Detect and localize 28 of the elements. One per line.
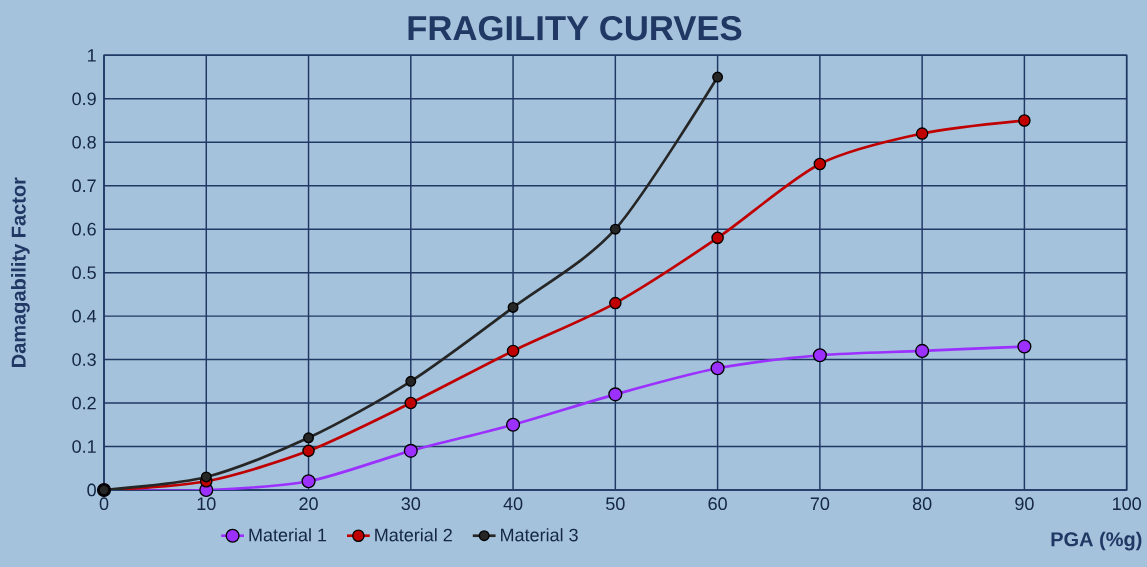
- x-tick-label: 100: [1113, 497, 1141, 511]
- y-tick-label: 0.2: [72, 396, 96, 410]
- y-tick-label: 0.8: [72, 135, 96, 149]
- x-axis-title: PGA (%g): [1051, 531, 1142, 551]
- y-tick-label: 0.9: [72, 92, 96, 106]
- x-tick-label: 60: [708, 497, 727, 511]
- legend-label: Material 3: [501, 528, 578, 542]
- legend-label: Material 1: [249, 528, 327, 542]
- x-tick-label: 10: [197, 497, 216, 511]
- x-tick-label: 50: [606, 497, 625, 511]
- x-tick-label: 80: [912, 497, 932, 511]
- y-tick-label: 0.3: [72, 353, 96, 366]
- x-tick-label: 20: [299, 497, 318, 511]
- legend-label: Material 2: [375, 528, 452, 542]
- x-tick-label: 40: [503, 497, 523, 511]
- y-tick-label: 0.5: [72, 266, 96, 280]
- x-tick-label: 0: [99, 497, 109, 511]
- y-tick-label: 0.1: [72, 440, 96, 453]
- y-axis-title: Damagability Factor: [11, 177, 30, 367]
- y-tick-label: 0.4: [72, 309, 97, 323]
- x-tick-label: 70: [810, 497, 830, 511]
- y-tick-label: 0.7: [72, 179, 96, 193]
- y-tick-label: 0.6: [72, 222, 96, 236]
- chart-title: FRAGILITY CURVES: [408, 15, 742, 41]
- y-tick-label: 0: [87, 483, 96, 497]
- x-tick-label: 90: [1015, 497, 1034, 511]
- y-tick-label: 1: [88, 49, 96, 62]
- x-tick-label: 30: [401, 497, 421, 511]
